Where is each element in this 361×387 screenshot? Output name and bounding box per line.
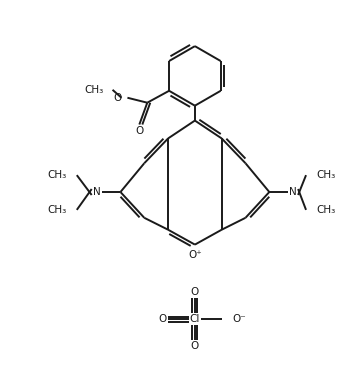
Text: O: O: [135, 127, 143, 137]
Text: N: N: [93, 187, 100, 197]
Text: O⁺: O⁺: [188, 250, 202, 260]
Text: O: O: [191, 341, 199, 351]
Text: CH₃: CH₃: [48, 170, 67, 180]
Text: CH₃: CH₃: [48, 205, 67, 215]
Text: O: O: [158, 314, 166, 324]
Text: O: O: [113, 93, 122, 103]
Text: CH₃: CH₃: [316, 170, 335, 180]
Text: N: N: [289, 187, 297, 197]
Text: O⁻: O⁻: [232, 314, 246, 324]
Text: CH₃: CH₃: [316, 205, 335, 215]
Text: CH₃: CH₃: [84, 85, 104, 95]
Text: Cl: Cl: [190, 314, 200, 324]
Text: O: O: [191, 287, 199, 297]
